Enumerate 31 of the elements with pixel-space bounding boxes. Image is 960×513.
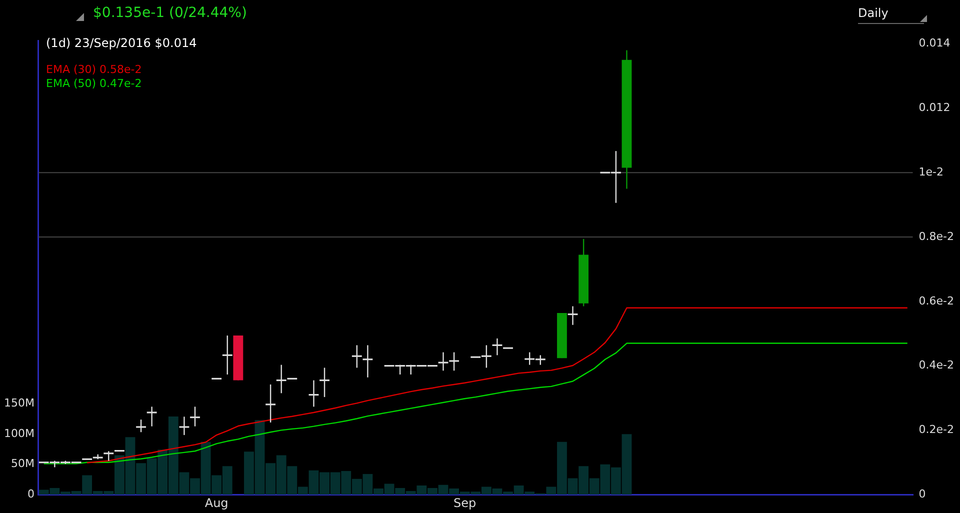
candlestick (146, 406, 157, 427)
candlestick (104, 450, 114, 462)
candlestick (266, 384, 276, 424)
y-tick-label: 0.4e-2 (918, 358, 954, 372)
text: EMA (50) 0.47e-2 (46, 77, 142, 91)
x-tick-label: Aug (204, 496, 228, 510)
y2-tick-label: 100M (4, 426, 34, 440)
candlestick (352, 344, 362, 368)
y-tick-label: 0.014 (918, 36, 950, 50)
candlestick (449, 352, 460, 372)
y2-tick-label: 50M (10, 457, 34, 470)
candlestick (179, 416, 190, 436)
text: EMA (30) 0.58e-2 (46, 63, 142, 77)
y-tick-label: 0.8e-2 (918, 230, 954, 243)
x-tick-label: Sep (454, 496, 476, 510)
candlestick (362, 344, 373, 378)
candlestick (136, 418, 146, 433)
candlestick (190, 406, 200, 427)
y-tick-label: 1e-2 (918, 165, 944, 178)
candlestick (320, 367, 330, 398)
text: Daily (858, 6, 924, 24)
chart-title: $0.135e-1 (0/24.44%) (93, 5, 247, 21)
y-tick-label: 0.2e-2 (918, 423, 954, 436)
y2-tick-label: 150M (4, 396, 34, 410)
y-tick-label: 0.012 (918, 101, 950, 114)
y-tick-label: 0 (918, 487, 926, 500)
y-tick-label: 0.6e-2 (918, 294, 954, 308)
chart-subtitle: (1d) 23/Sep/2016 $0.014 (46, 36, 197, 50)
candlestick (276, 364, 286, 394)
y2-tick-label: 0 (27, 487, 34, 500)
candlestick (222, 334, 232, 376)
